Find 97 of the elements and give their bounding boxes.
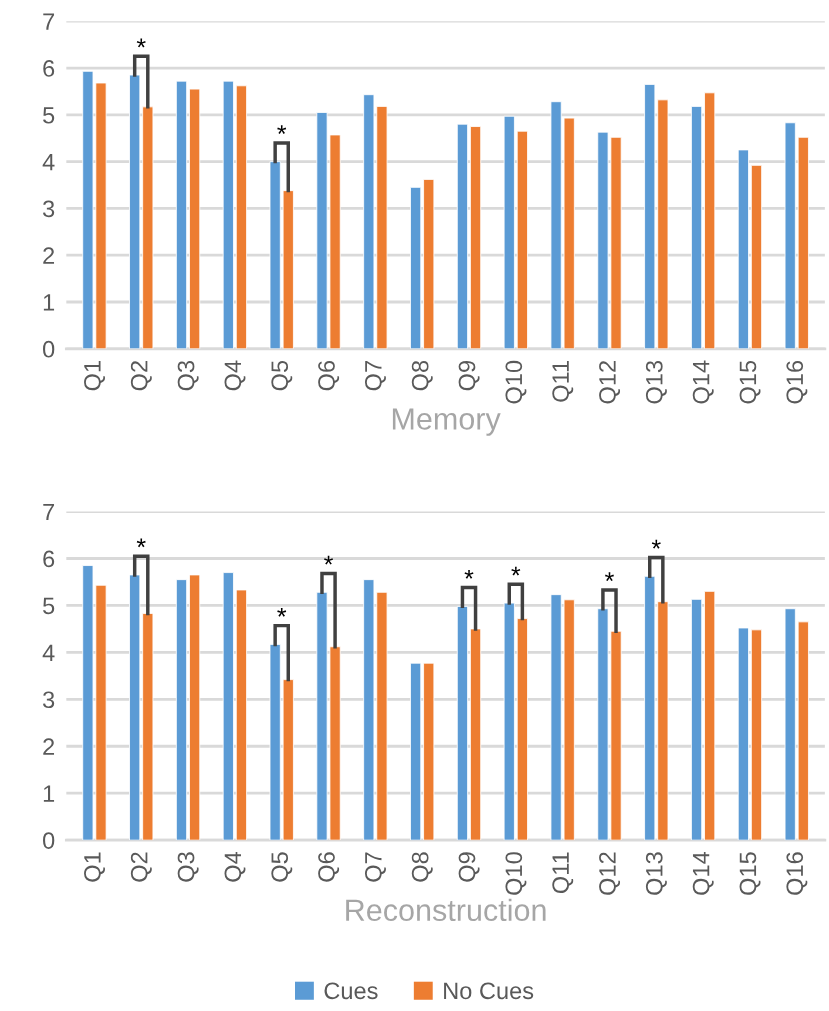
x-tick-label: Q4 xyxy=(224,851,246,882)
bar xyxy=(469,628,482,841)
bar xyxy=(516,130,528,349)
bar xyxy=(235,85,248,349)
y-tick-label: 7 xyxy=(43,13,55,30)
bar xyxy=(784,122,796,349)
annotation: * xyxy=(136,538,146,548)
bar xyxy=(503,115,515,349)
x-tick-label: Q13 xyxy=(645,852,667,895)
bar xyxy=(189,88,201,349)
y-tick-label: 6 xyxy=(43,60,55,77)
bar xyxy=(503,602,515,841)
x-tick-label: Q5 xyxy=(271,852,293,882)
legend-label: Cues xyxy=(324,982,378,1000)
x-tick-label: Q16 xyxy=(786,360,808,404)
x-axis-title: Reconstruction xyxy=(346,898,546,922)
annotation: * xyxy=(277,607,287,617)
y-tick-label: 1 xyxy=(43,785,55,802)
annotation: * xyxy=(136,38,146,48)
bar xyxy=(797,621,809,841)
bar xyxy=(142,106,154,349)
bar xyxy=(704,590,716,841)
x-axis-title: Memory xyxy=(392,408,501,436)
x-tick-label: Q2 xyxy=(130,852,152,882)
annotation: * xyxy=(511,566,521,576)
x-tick-label: Q4 xyxy=(224,360,246,391)
x-tick-label: Q15 xyxy=(739,360,761,404)
bar xyxy=(750,164,763,349)
bar xyxy=(784,608,796,841)
bar xyxy=(516,618,528,841)
y-tick-label: 1 xyxy=(43,294,55,311)
x-tick-label: Q1 xyxy=(84,361,105,391)
x-tick-label: Q9 xyxy=(458,852,480,882)
x-tick-label: Q3 xyxy=(177,852,199,882)
bar xyxy=(423,178,435,349)
x-tick-label: Q12 xyxy=(599,361,621,404)
x-tick-label: Q8 xyxy=(411,852,433,882)
x-tick-label: Q14 xyxy=(692,360,714,404)
y-tick-label: 0 xyxy=(43,340,55,358)
bar xyxy=(410,662,422,841)
bar xyxy=(737,149,749,349)
annotation: * xyxy=(651,539,661,549)
y-tick-label: 0 xyxy=(43,832,55,849)
x-tick-label: Q9 xyxy=(458,361,480,391)
bar xyxy=(189,574,201,841)
bar xyxy=(423,662,435,841)
x-tick-label: Q14 xyxy=(692,851,714,895)
x-tick-label: Q6 xyxy=(318,852,340,882)
annotation: * xyxy=(324,555,333,565)
x-tick-label: Q10 xyxy=(505,852,527,895)
bar xyxy=(129,74,141,349)
bar xyxy=(129,574,141,841)
y-tick-label: 3 xyxy=(42,691,55,709)
x-tick-label: Q6 xyxy=(318,360,340,391)
bar xyxy=(175,80,188,349)
bar xyxy=(235,589,248,841)
bar xyxy=(690,598,703,841)
bar xyxy=(142,613,154,841)
y-tick-label: 6 xyxy=(43,550,55,568)
x-tick-label: Q2 xyxy=(130,361,152,391)
x-tick-label: Q16 xyxy=(786,852,808,895)
annotation: * xyxy=(277,125,287,134)
x-tick-label: Q7 xyxy=(364,361,386,391)
x-tick-label: Q15 xyxy=(739,852,761,895)
bar xyxy=(410,186,422,349)
annotation: * xyxy=(464,569,474,579)
legend-label: No Cues xyxy=(444,982,534,1000)
bar xyxy=(704,92,716,349)
annotation: * xyxy=(605,572,614,582)
y-tick-label: 3 xyxy=(42,200,55,218)
y-tick-label: 7 xyxy=(43,503,55,521)
y-tick-label: 4 xyxy=(42,644,55,661)
bar xyxy=(222,80,234,349)
x-tick-label: Q5 xyxy=(271,360,293,391)
y-tick-label: 4 xyxy=(42,153,55,171)
x-tick-label: Q8 xyxy=(411,360,433,391)
bar xyxy=(175,579,188,841)
bar xyxy=(222,572,234,841)
bar xyxy=(750,629,763,841)
bar xyxy=(469,126,482,349)
bar xyxy=(737,627,749,841)
y-tick-label: 2 xyxy=(43,738,55,755)
y-tick-label: 2 xyxy=(43,247,55,264)
bar xyxy=(456,605,469,841)
x-tick-label: Q1 xyxy=(84,852,105,882)
bar xyxy=(456,123,469,349)
x-tick-label: Q7 xyxy=(364,852,386,882)
y-tick-label: 5 xyxy=(43,107,55,124)
y-tick-label: 5 xyxy=(43,597,55,615)
x-tick-label: Q10 xyxy=(505,360,527,404)
bar xyxy=(690,105,703,349)
x-tick-label: Q11 xyxy=(552,852,574,894)
x-tick-label: Q12 xyxy=(599,852,621,895)
x-tick-label: Q13 xyxy=(645,360,667,404)
bar xyxy=(797,136,809,349)
x-tick-label: Q11 xyxy=(552,361,574,402)
x-tick-label: Q3 xyxy=(177,360,199,391)
